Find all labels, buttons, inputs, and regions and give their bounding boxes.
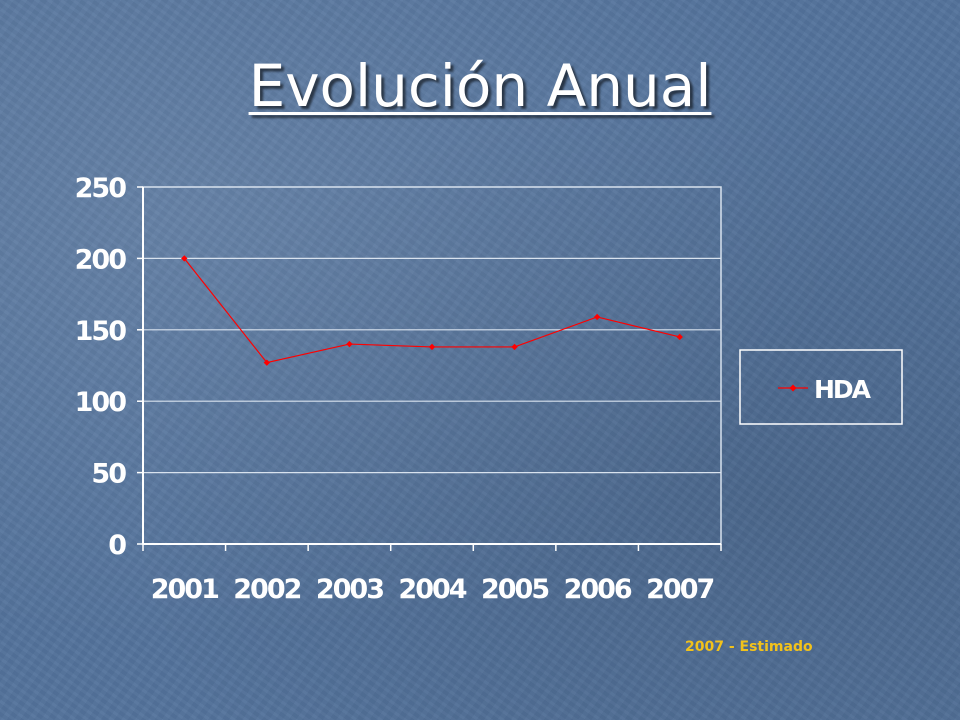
y-tick-label: 50: [91, 459, 126, 490]
legend-box: [739, 349, 903, 425]
x-tick-label: 2001: [151, 574, 218, 605]
y-tick-label: 100: [75, 387, 127, 418]
data-point: [263, 359, 271, 366]
data-point: [511, 343, 518, 351]
slide-title: Evolución Anual: [248, 52, 712, 120]
legend-marker: [789, 384, 797, 392]
data-point: [676, 333, 683, 341]
x-tick-label: 2005: [481, 574, 548, 605]
data-point: [593, 313, 601, 321]
x-tick-labels: 2001 2002 2003 2004 2005 2006 2007: [151, 574, 716, 605]
x-tick-label: 2007: [646, 574, 713, 605]
legend-label: HDA: [814, 375, 872, 404]
y-tick-label: 150: [75, 316, 127, 347]
data-point: [181, 255, 188, 262]
axes: [137, 186, 722, 551]
x-tick-label: 2003: [316, 574, 383, 605]
y-tick-label: 0: [108, 530, 126, 561]
plot-area: [142, 186, 722, 545]
series-group: [181, 255, 683, 366]
x-tick-label: 2004: [398, 574, 466, 605]
y-tick-label: 200: [75, 244, 127, 275]
legend: HDA: [739, 349, 903, 425]
y-tick-label: 250: [75, 173, 127, 204]
footnote: 2007 - Estimado: [685, 639, 813, 655]
gridlines: [143, 257, 721, 474]
y-tick-labels: 0 50 100 150 200 250: [75, 173, 129, 561]
x-tick-label: 2002: [233, 574, 300, 605]
x-tick-label: 2006: [564, 574, 632, 605]
data-point: [346, 340, 353, 348]
data-point: [428, 343, 436, 351]
